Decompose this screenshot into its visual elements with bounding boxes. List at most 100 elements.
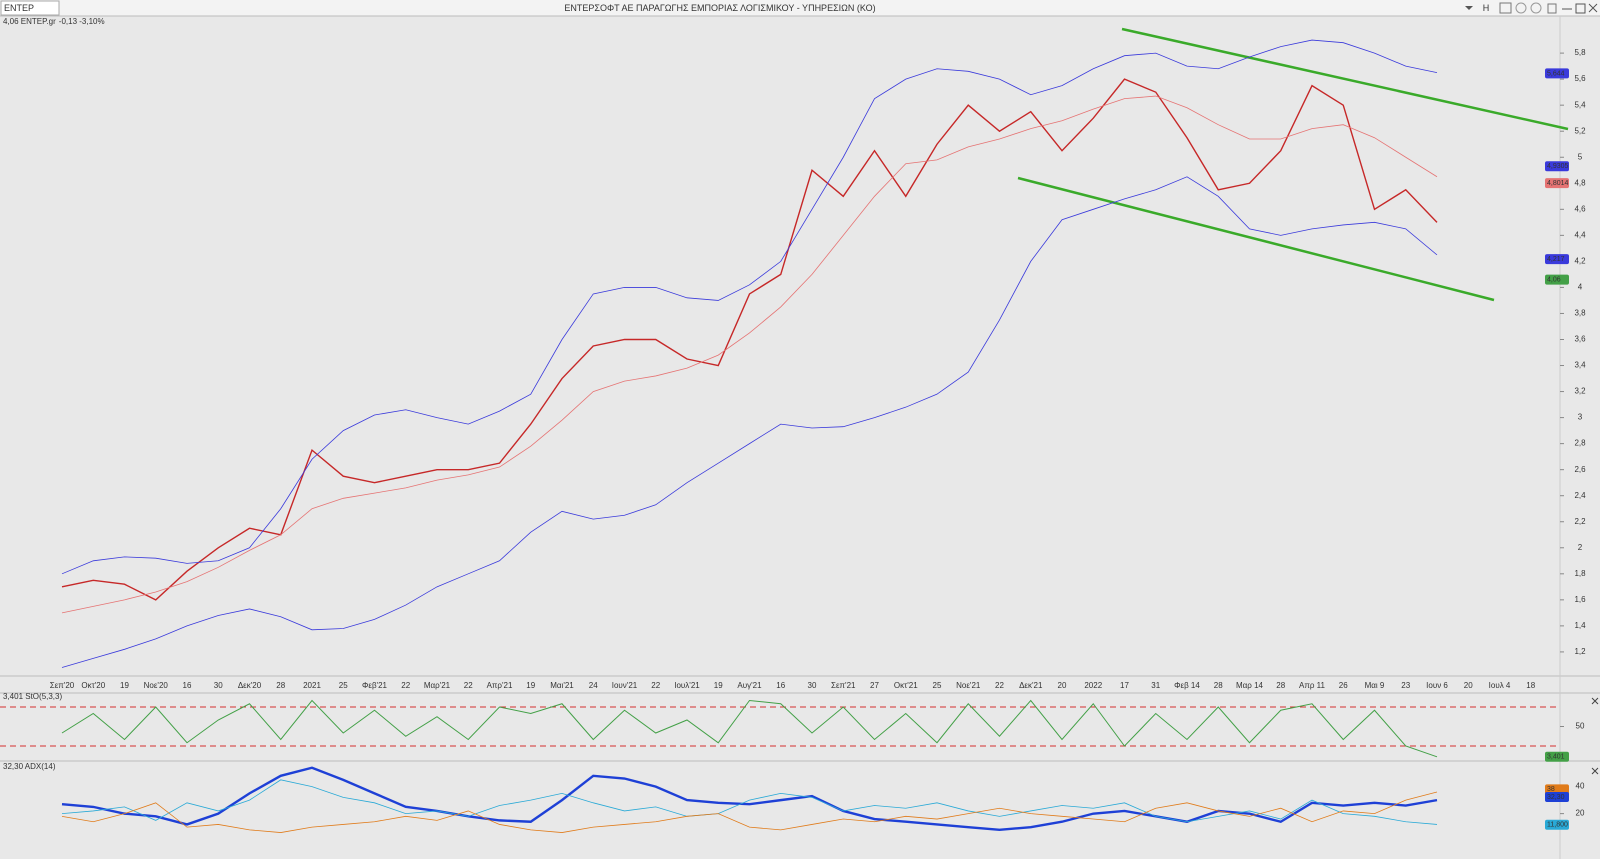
price-tag-label: 3,401 <box>1547 754 1565 761</box>
x-tick-label: 25 <box>339 681 348 690</box>
series-line <box>61 791 1438 833</box>
x-tick-label: Απρ 11 <box>1299 681 1325 690</box>
x-tick-label: Οκτ'21 <box>894 681 918 690</box>
price-tag-label: 4,8014 <box>1547 180 1569 187</box>
x-tick-label: 19 <box>526 681 535 690</box>
x-tick-label: Σεπ'21 <box>831 681 856 690</box>
symbol: ENTEP <box>4 3 34 13</box>
x-tick-label: 25 <box>933 681 942 690</box>
x-tick-label: Φεβ'21 <box>362 681 388 690</box>
lock-icon[interactable] <box>1547 3 1557 14</box>
x-tick-label: 20 <box>1464 681 1473 690</box>
x-tick-label: Αυγ'21 <box>737 681 762 690</box>
x-tick-label: 22 <box>651 681 660 690</box>
y-tick-label: 20 <box>1576 809 1585 818</box>
y-tick-label: 2 <box>1578 543 1583 552</box>
series-line <box>61 78 1438 601</box>
x-tick-label: Φεβ 14 <box>1174 681 1200 690</box>
window-icon[interactable] <box>1499 2 1512 14</box>
price-tag <box>1545 68 1569 79</box>
y-tick-label: 50 <box>1576 722 1585 731</box>
x-tick-label: Μαι'21 <box>550 681 574 690</box>
y-tick-label: 3,8 <box>1574 309 1586 318</box>
y-tick-label: 3,2 <box>1574 387 1586 396</box>
panel-close[interactable] <box>1591 697 1599 705</box>
y-tick-label: 2,2 <box>1574 517 1586 526</box>
x-tick-label: Νοε'21 <box>956 681 981 690</box>
x-tick-label: 31 <box>1151 681 1160 690</box>
series-line <box>61 779 1438 825</box>
x-tick-label: Μαρ'21 <box>424 681 451 690</box>
y-tick-label: 5,8 <box>1574 48 1586 57</box>
x-tick-label: 27 <box>870 681 879 690</box>
series-line <box>61 176 1438 668</box>
symbol-box[interactable] <box>0 0 60 16</box>
x-tick-label: Μαρ 14 <box>1236 681 1264 690</box>
x-tick-label: 28 <box>1276 681 1285 690</box>
x-tick-label: 28 <box>1214 681 1223 690</box>
y-tick-label: 5 <box>1578 152 1583 161</box>
y-tick-label: 4 <box>1578 283 1583 292</box>
series-line <box>61 766 1438 832</box>
x-tick-label: Μαι 9 <box>1365 681 1385 690</box>
y-tick-label: 4,8 <box>1574 178 1586 187</box>
x-tick-label: Ιουν'21 <box>612 681 638 690</box>
price-tag-label: 11,800 <box>1547 822 1568 829</box>
x-tick-label: 30 <box>808 681 817 690</box>
price-tag <box>1545 784 1569 795</box>
panel-close[interactable] <box>1591 767 1599 775</box>
series-line <box>61 39 1438 575</box>
price-tag-label: 38 <box>1547 786 1555 793</box>
x-tick-label: 22 <box>464 681 473 690</box>
x-tick-label: 30 <box>214 681 223 690</box>
title-bar <box>0 0 1600 16</box>
x-tick-label: 2021 <box>303 681 321 690</box>
window-icon[interactable] <box>1515 2 1527 14</box>
x-tick-label: Ιουλ 4 <box>1489 681 1511 690</box>
channel-line <box>1017 176 1495 302</box>
price-tag <box>1545 254 1569 265</box>
x-tick-label: Ιουν 6 <box>1426 681 1448 690</box>
x-tick-label: Δεκ'20 <box>238 681 262 690</box>
x-tick-label: 16 <box>183 681 192 690</box>
price-tag <box>1545 819 1569 830</box>
restore-icon[interactable] <box>1575 3 1586 14</box>
series-line <box>61 95 1438 614</box>
price-tag <box>1545 274 1569 285</box>
x-tick-label: Νοε'20 <box>144 681 169 690</box>
y-tick-label: 2,8 <box>1574 439 1586 448</box>
x-tick-label: Ιουλ'21 <box>674 681 700 690</box>
dropdown-icon[interactable] <box>1465 6 1473 10</box>
price-tag-label: 4,9305 <box>1547 163 1569 170</box>
x-tick-label: 22 <box>995 681 1004 690</box>
y-tick-label: 3,4 <box>1574 361 1586 370</box>
x-tick-label: 22 <box>401 681 410 690</box>
panel-subtitle: -0,13 -3,10% <box>59 17 105 26</box>
y-tick-label: 3,6 <box>1574 335 1586 344</box>
x-tick-label: 16 <box>776 681 785 690</box>
x-tick-label: 2022 <box>1084 681 1102 690</box>
close-icon[interactable] <box>1588 3 1598 13</box>
x-tick-label: Σεπ'20 <box>50 681 75 690</box>
price-tag-label: 5,644 <box>1547 70 1565 77</box>
y-tick-label: 2,4 <box>1574 491 1586 500</box>
series-line <box>61 699 1438 758</box>
channel-line <box>1121 27 1569 131</box>
mode-button[interactable]: H <box>1483 3 1490 13</box>
price-tag <box>1545 161 1569 172</box>
x-tick-label: 19 <box>714 681 723 690</box>
x-tick-label: 28 <box>276 681 285 690</box>
window-icon[interactable] <box>1530 2 1542 14</box>
x-tick-label: 18 <box>1526 681 1535 690</box>
price-tag-label: 32,30 <box>1547 794 1565 801</box>
window-title: ΕΝΤΕΡΣΟΦΤ ΑΕ ΠΑΡΑΓΩΓΗΣ ΕΜΠΟΡΙΑΣ ΛΟΓΙΣΜΙΚ… <box>564 3 875 13</box>
price-tag-label: 4,06 <box>1547 276 1561 283</box>
y-tick-label: 1,2 <box>1574 647 1586 656</box>
price-tag <box>1545 792 1569 803</box>
x-tick-label: 17 <box>1120 681 1129 690</box>
x-tick-label: Οκτ'20 <box>81 681 105 690</box>
x-tick-label: 24 <box>589 681 598 690</box>
